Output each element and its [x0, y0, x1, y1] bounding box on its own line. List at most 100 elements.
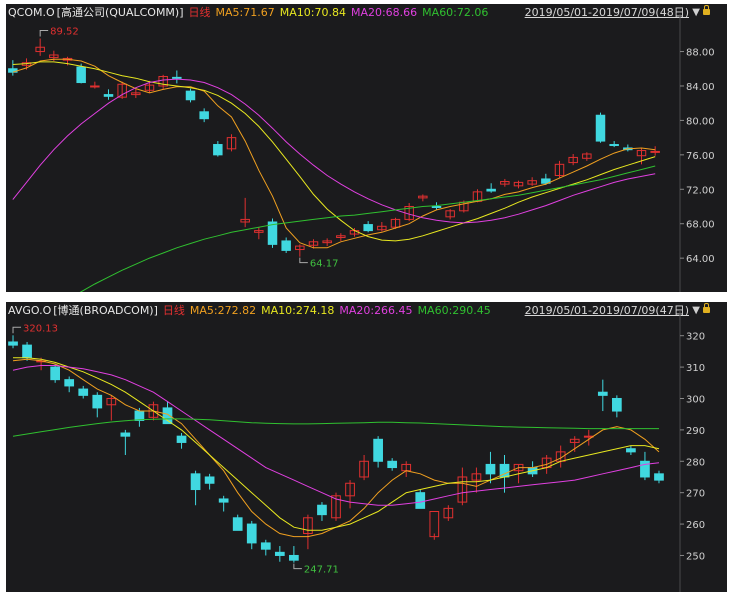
qcom-ma20-line: [12, 78, 656, 224]
qcom-ticker[interactable]: QCOM.O: [8, 6, 55, 19]
qcom-candle-body: [418, 195, 428, 199]
qcom-ma10-line: [12, 61, 656, 242]
avgo-candle-body: [260, 542, 271, 550]
avgo-candle-body: [640, 460, 650, 478]
qcom-chart-panel: QCOM.O [高通公司(QUALCOMM)] 日线 MA5:71.67 MA10:70…: [6, 4, 727, 292]
qcom-candle-body: [308, 241, 319, 246]
qcom-candle-body: [636, 150, 647, 157]
avgo-candle-body: [134, 410, 145, 421]
avgo-candle-body: [415, 492, 426, 509]
qcom-company-name: [高通公司(QUALCOMM)]: [56, 6, 184, 19]
qcom-candle-body: [185, 90, 196, 101]
avgo-candle-body: [246, 523, 257, 544]
avgo-candle-body: [232, 517, 243, 531]
qcom-candle-body: [582, 153, 592, 159]
qcom-y-tick-label: 68.00: [686, 220, 715, 231]
avgo-candle-body: [218, 498, 229, 503]
avgo-candle-body: [190, 473, 201, 491]
qcom-candle-body: [103, 94, 114, 97]
avgo-candle-body: [176, 435, 187, 443]
avgo-range-dropdown-icon[interactable]: ▼: [692, 305, 700, 316]
qcom-candle-body: [90, 85, 100, 88]
qcom-candle-body: [363, 224, 373, 232]
qcom-date-range[interactable]: 2019/05/01-2019/07/09(48日): [524, 6, 689, 19]
qcom-candle-body: [254, 230, 264, 233]
avgo-candle-body: [345, 482, 355, 497]
avgo-candle-body: [274, 551, 285, 556]
qcom-candle-body: [390, 218, 401, 228]
avgo-high-pointer: [12, 326, 22, 334]
avgo-candle-body: [317, 504, 327, 516]
avgo-candle-body: [78, 388, 89, 396]
qcom-y-tick-label: 88.00: [686, 48, 715, 59]
avgo-candle-body: [64, 379, 75, 387]
qcom-candle-body: [199, 111, 209, 120]
qcom-candle-body: [117, 83, 127, 98]
qcom-ma10-label: MA10:70.84: [279, 6, 346, 19]
qcom-candle-body: [445, 210, 455, 218]
qcom-candle-body: [568, 156, 578, 164]
avgo-y-tick-label: 300: [686, 394, 705, 405]
avgo-low-pointer: [293, 563, 302, 570]
avgo-candlestick-chart[interactable]: 320 310 300 290 280 270 260 250 320.13 247.71: [6, 302, 727, 592]
avgo-candle-body: [22, 344, 32, 359]
qcom-candle-body: [322, 240, 332, 244]
qcom-candle-body: [431, 205, 442, 208]
avgo-candle-body: [204, 476, 215, 484]
qcom-candle-body: [131, 92, 141, 96]
qcom-range-dropdown-icon[interactable]: ▼: [692, 7, 700, 18]
avgo-candle-body: [626, 448, 636, 453]
avgo-ma60-line: [12, 418, 659, 437]
qcom-lock-icon[interactable]: [703, 5, 710, 15]
qcom-candle-body: [554, 163, 565, 177]
qcom-candle-body: [281, 240, 291, 251]
avgo-candle-body: [654, 473, 664, 481]
avgo-candle-body: [289, 554, 299, 561]
avgo-lock-icon[interactable]: [703, 303, 710, 313]
qcom-chart-header: QCOM.O [高通公司(QUALCOMM)] 日线 MA5:71.67 MA10:70…: [6, 4, 727, 22]
qcom-y-tick-label: 64.00: [686, 254, 715, 265]
avgo-candle-body: [92, 394, 103, 409]
qcom-candle-body: [226, 137, 237, 150]
qcom-candle-body: [172, 76, 182, 79]
qcom-candle-body: [527, 180, 537, 185]
avgo-ticker[interactable]: AVGO.O: [8, 304, 52, 317]
avgo-period-label[interactable]: 日线: [162, 304, 185, 317]
qcom-candle-body: [377, 225, 387, 231]
qcom-low-label: 64.17: [310, 259, 339, 270]
qcom-candle-body: [500, 181, 510, 185]
avgo-candle-body: [457, 476, 468, 503]
avgo-y-tick-label: 270: [686, 489, 705, 500]
avgo-chart-panel: AVGO.O [博通(BROADCOM)] 日线 MA5:272.82 MA10:274…: [6, 302, 727, 592]
qcom-candlestick-chart[interactable]: 88.00 84.00 80.00 76.00 72.00 68.00 64.00 89.52…: [6, 4, 727, 292]
qcom-candle-body: [76, 66, 86, 84]
qcom-candle-body: [609, 144, 619, 147]
avgo-candle-body: [359, 460, 369, 478]
qcom-ma60-line: [79, 165, 656, 292]
qcom-candle-body: [295, 245, 305, 251]
avgo-candle-body: [303, 517, 313, 534]
qcom-y-tick-label: 72.00: [686, 185, 715, 196]
avgo-ma10-line: [13, 357, 660, 531]
avgo-candle-body: [50, 366, 61, 381]
qcom-candle-body: [513, 181, 524, 187]
qcom-ma5-line: [12, 58, 656, 249]
qcom-candle-body: [486, 188, 496, 192]
qcom-ma5-label: MA5:71.67: [215, 6, 275, 19]
avgo-candle-body: [443, 507, 454, 519]
qcom-candle-body: [336, 235, 346, 238]
panel-separator: [0, 293, 732, 302]
avgo-ma5-label: MA5:272.82: [189, 304, 257, 317]
avgo-candle-body: [331, 495, 341, 519]
qcom-ma60-label: MA60:72.06: [422, 6, 489, 19]
qcom-y-tick-label: 76.00: [686, 151, 715, 162]
avgo-candle-body: [429, 511, 440, 538]
avgo-candle-body: [611, 397, 622, 412]
avgo-date-range[interactable]: 2019/05/01-2019/07/09(47日): [524, 304, 689, 317]
qcom-candle-body: [49, 54, 59, 59]
qcom-period-label[interactable]: 日线: [188, 6, 211, 19]
avgo-candle-body: [162, 407, 173, 425]
qcom-candle-body: [240, 218, 250, 223]
qcom-candle-body: [35, 46, 45, 53]
qcom-candle-body: [267, 221, 278, 245]
